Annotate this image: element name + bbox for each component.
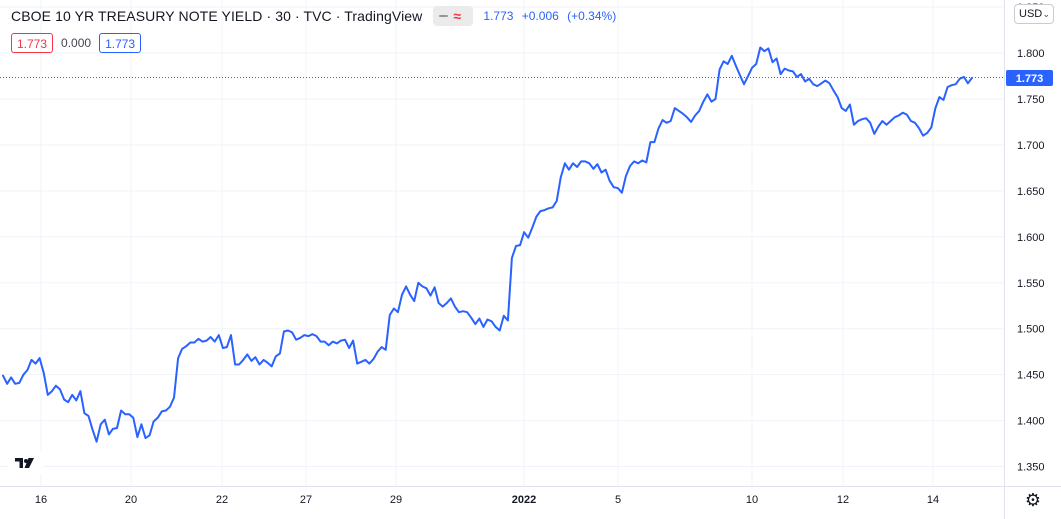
chevron-down-icon: ⌄ [1042,9,1050,19]
order-legend: 1.773 0.000 1.773 [11,33,142,53]
x-tick-label: 27 [300,494,312,506]
y-tick-label: 1.650 [1017,186,1045,198]
x-tick-label: 16 [35,494,47,506]
tradingview-logo-glyph [15,458,34,468]
approx-icon: ≈ [453,8,462,24]
time-axis: 16 20 22 27 29 2022 5 10 12 14 [35,494,939,506]
tradingview-logo-icon[interactable] [9,450,43,476]
y-tick-label: 1.800 [1017,48,1045,60]
y-tick-label: 1.600 [1017,232,1045,244]
spread-value: 0.000 [61,36,92,50]
currency-label: USD [1019,8,1043,20]
chart-header: CBOE 10 YR TREASURY NOTE YIELD · 30 · TV… [11,6,621,26]
minus-icon [439,15,449,17]
market-status-pill[interactable]: ≈ [433,6,474,26]
x-tick-label: 29 [390,494,402,506]
quote-summary: 1.773 +0.006 (+0.34%) [483,9,621,23]
last-price: 1.773 [483,9,514,23]
x-tick-label: 20 [125,494,137,506]
price-change: +0.006 [521,9,559,23]
currency-selector[interactable]: USD ⌄ [1014,4,1054,24]
y-tick-label: 1.550 [1017,278,1045,290]
last-price-tag [1006,70,1053,86]
y-tick-label: 1.750 [1017,94,1045,106]
x-tick-label: 10 [746,494,758,506]
chart-grid [0,0,1004,486]
symbol-title[interactable]: CBOE 10 YR TREASURY NOTE YIELD · 30 · TV… [11,8,423,24]
x-tick-label: 14 [927,494,939,506]
last-price-tag-text: 1.773 [1016,73,1044,85]
buy-price-box[interactable]: 1.773 [99,33,142,53]
x-tick-label: 2022 [512,494,536,506]
x-tick-label: 12 [837,494,849,506]
gear-icon[interactable]: ⚙ [1024,490,1042,510]
y-tick-label: 1.450 [1017,370,1045,382]
y-tick-label: 1.500 [1017,324,1045,336]
x-tick-label: 22 [216,494,228,506]
y-tick-label: 1.350 [1017,462,1045,474]
price-series-line [2,46,973,443]
price-change-percent: (+0.34%) [567,9,617,23]
y-tick-label: 1.700 [1017,140,1045,152]
x-tick-label: 5 [615,494,621,506]
sell-price-box[interactable]: 1.773 [11,33,54,53]
y-tick-label: 1.400 [1017,416,1045,428]
